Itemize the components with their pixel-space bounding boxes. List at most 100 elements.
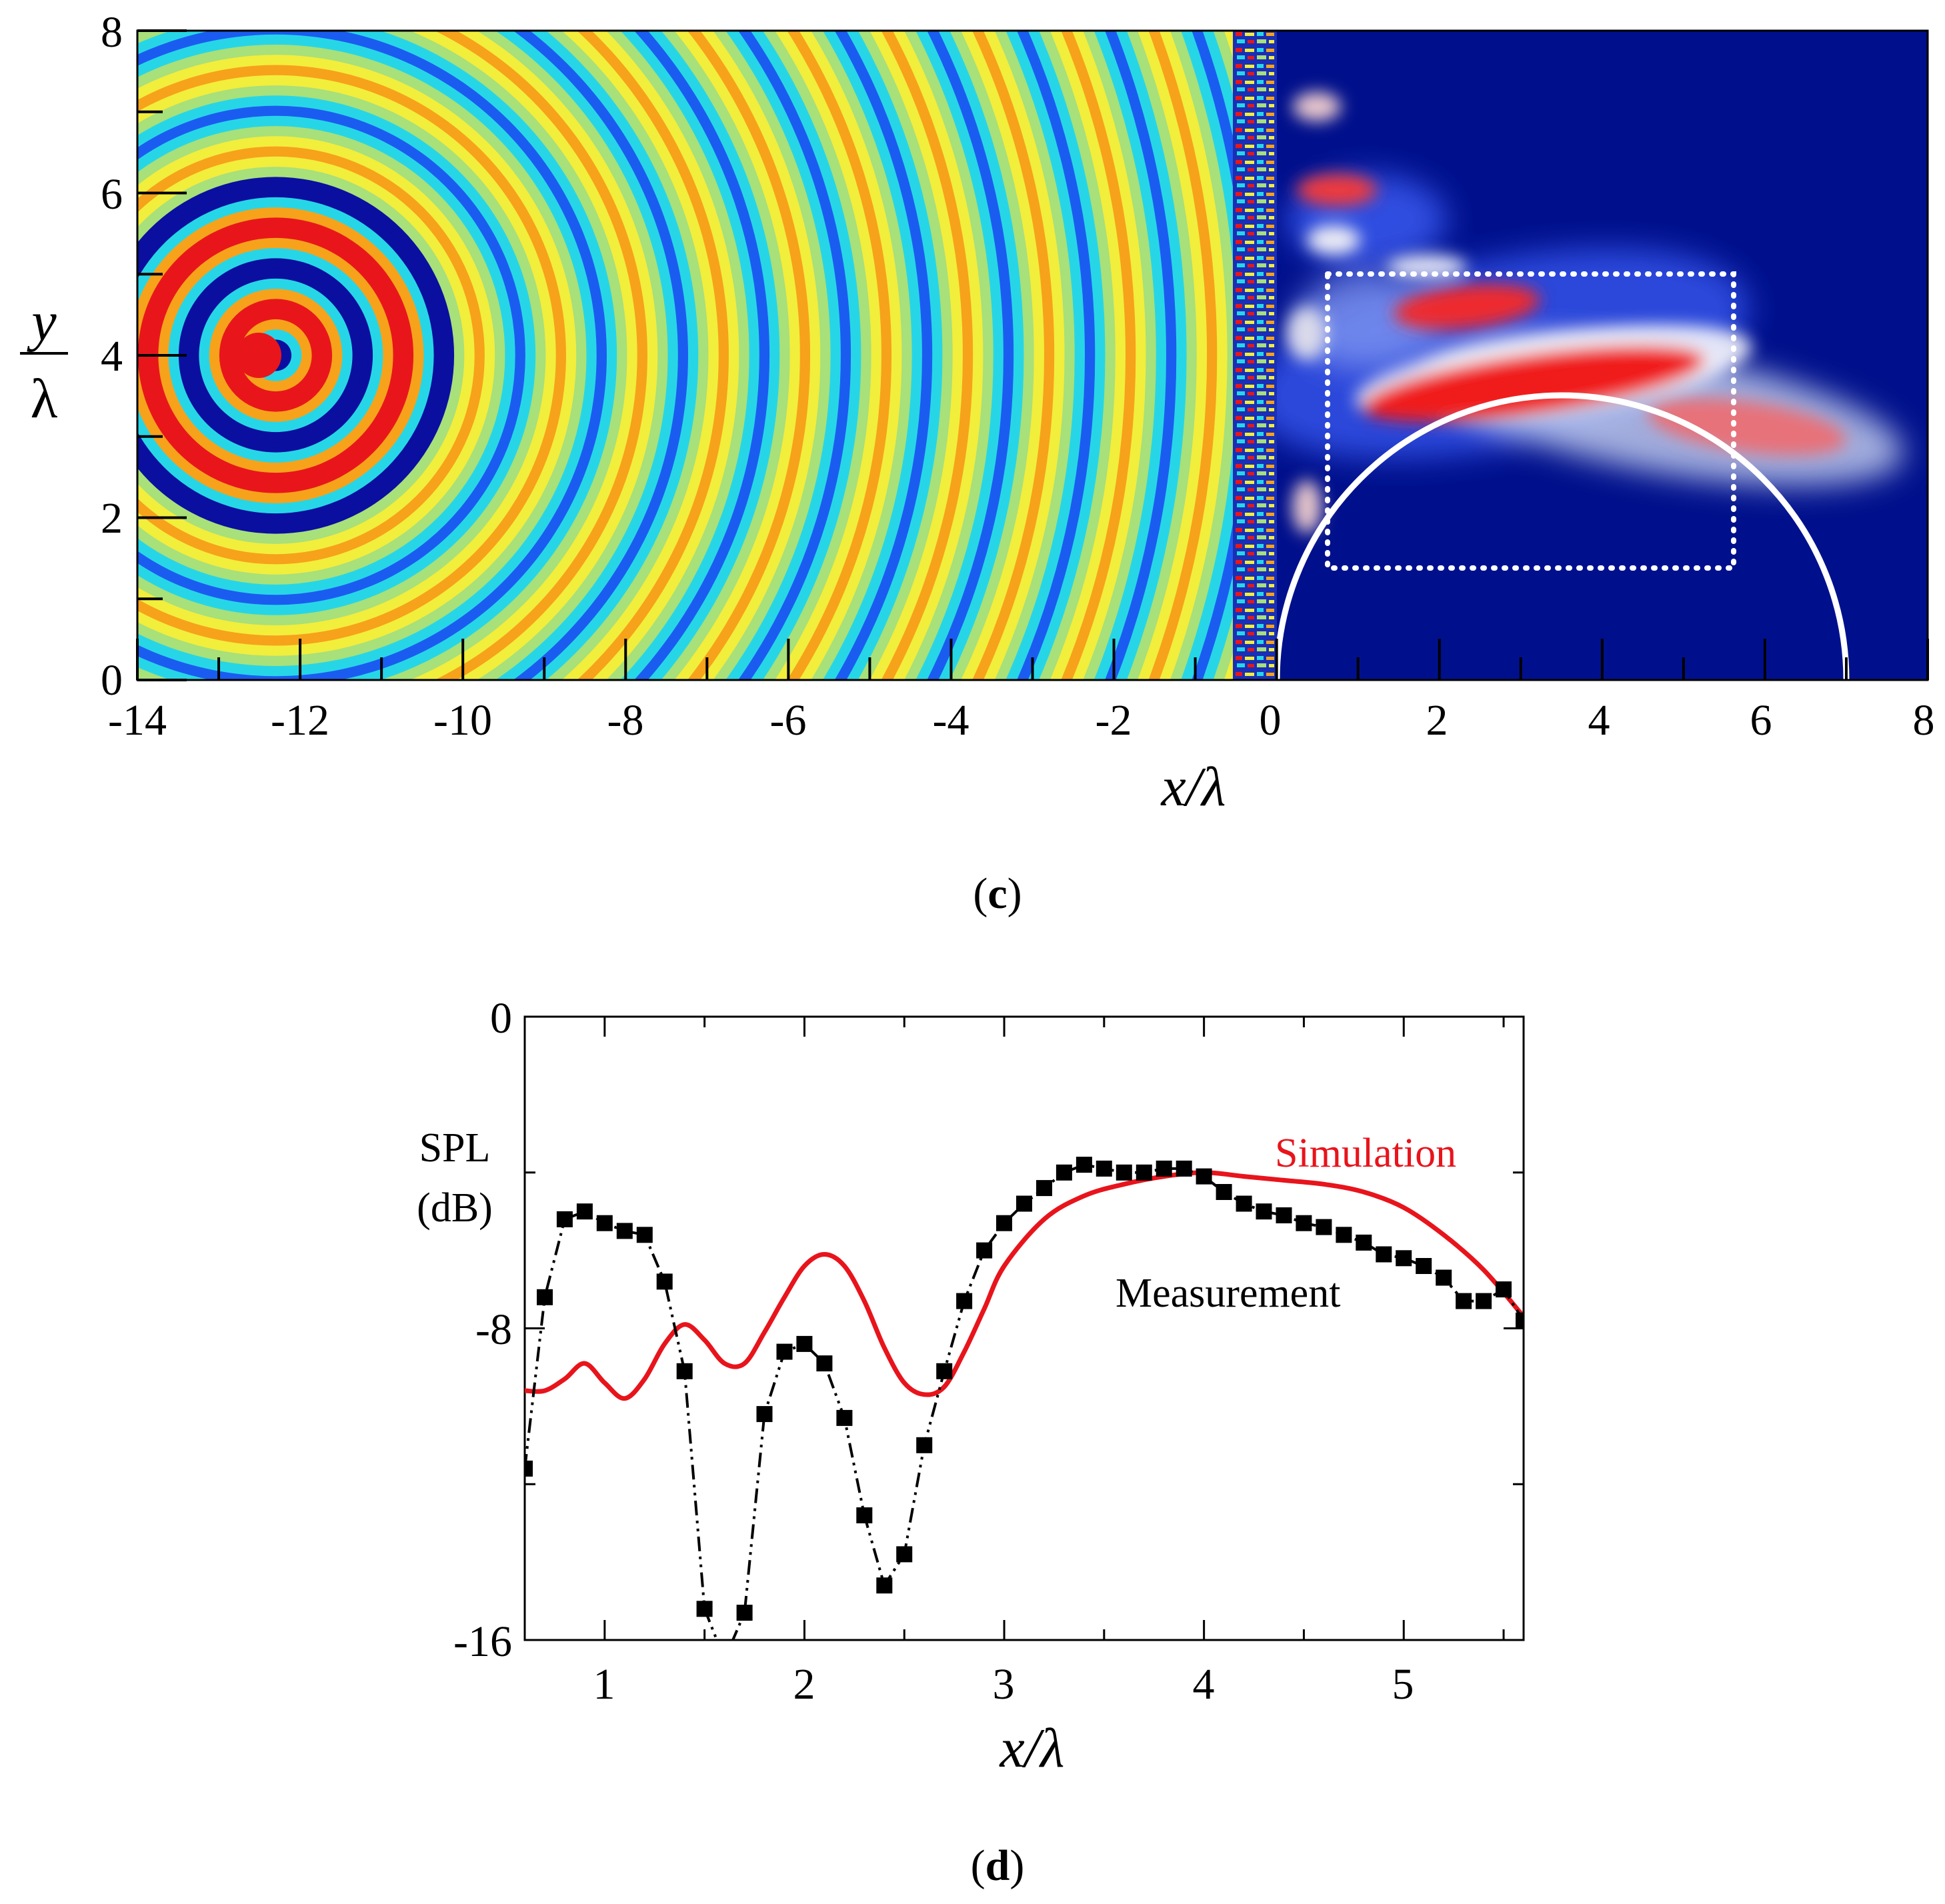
x-tick-label: 4 bbox=[1588, 696, 1610, 745]
measurement-point bbox=[836, 1409, 853, 1426]
x-tick-label: 5 bbox=[1392, 1660, 1414, 1709]
measurement-point bbox=[1116, 1164, 1132, 1181]
y-axis-title-line1: SPL bbox=[419, 1125, 491, 1171]
panel-d: 0 -8 -16 1 2 3 4 5 x/λ SPL (dB) Simulati… bbox=[417, 994, 1525, 1890]
x-tick-label: 2 bbox=[793, 1660, 815, 1709]
measurement-point bbox=[1196, 1168, 1212, 1185]
measurement-point bbox=[1416, 1258, 1432, 1274]
measurement-point bbox=[525, 1460, 533, 1477]
measurement-point bbox=[956, 1293, 973, 1309]
measurement-point bbox=[996, 1215, 1012, 1231]
measurement-markers bbox=[525, 1157, 1524, 1667]
x-tick-label: 8 bbox=[1913, 696, 1935, 745]
y-axis-title-denominator: λ bbox=[31, 368, 58, 430]
measurement-point bbox=[1336, 1227, 1352, 1243]
measurement-point bbox=[1136, 1164, 1152, 1181]
panel-d-label: (d) bbox=[971, 1841, 1025, 1890]
simulation-line bbox=[525, 1170, 1524, 1401]
measurement-point bbox=[656, 1273, 673, 1290]
x-tick-label: 0 bbox=[1260, 696, 1282, 745]
legend-simulation: Simulation bbox=[1275, 1131, 1456, 1176]
panel-d-x-axis-title: x/λ bbox=[998, 1717, 1064, 1779]
intensity-field bbox=[1277, 31, 1928, 680]
panel-c-label: (c) bbox=[973, 869, 1022, 918]
measurement-point bbox=[1456, 1293, 1472, 1309]
y-tick-label: -16 bbox=[453, 1617, 512, 1666]
x-tick-label: -8 bbox=[607, 696, 644, 745]
x-tick-label: 4 bbox=[1193, 1660, 1215, 1709]
panel-d-axes bbox=[525, 1015, 1524, 1641]
y-tick-label: -8 bbox=[475, 1305, 512, 1354]
panel-c-x-axis-title: x/λ bbox=[1160, 756, 1226, 818]
measurement-point bbox=[896, 1546, 913, 1563]
measurement-point bbox=[717, 1651, 733, 1667]
measurement-point bbox=[1176, 1160, 1192, 1177]
x-tick-label: -10 bbox=[433, 696, 492, 745]
measurement-point bbox=[796, 1335, 813, 1352]
measurement-point bbox=[916, 1437, 933, 1453]
measurement-point bbox=[816, 1355, 833, 1372]
measurement-point bbox=[696, 1601, 713, 1617]
panel-d-plot-area bbox=[525, 1157, 1524, 1667]
measurement-point bbox=[1296, 1215, 1312, 1231]
y-axis-title-line2: (dB) bbox=[417, 1185, 493, 1231]
legend-measurement: Measurement bbox=[1116, 1271, 1340, 1316]
y-tick-label: 8 bbox=[101, 8, 123, 57]
measurement-point bbox=[776, 1343, 793, 1360]
x-tick-label: 3 bbox=[993, 1660, 1015, 1709]
focused-beam bbox=[1287, 92, 1846, 533]
measurement-point bbox=[1076, 1157, 1092, 1173]
measurement-point bbox=[1216, 1184, 1232, 1200]
measurement-point bbox=[936, 1363, 953, 1379]
measurement-point bbox=[1496, 1281, 1512, 1298]
x-tick-label: 6 bbox=[1750, 696, 1772, 745]
panel-d-y-tick-labels: 0 -8 -16 bbox=[453, 994, 512, 1666]
panel-d-x-tick-labels: 1 2 3 4 5 bbox=[593, 1660, 1414, 1709]
measurement-point bbox=[1236, 1195, 1252, 1212]
measurement-point bbox=[596, 1215, 613, 1231]
measurement-point bbox=[1436, 1269, 1452, 1286]
measurement-point bbox=[1096, 1160, 1112, 1177]
measurement-point bbox=[1016, 1195, 1032, 1212]
measurement-point bbox=[756, 1406, 773, 1423]
measurement-point bbox=[1256, 1203, 1272, 1220]
measurement-point bbox=[736, 1605, 753, 1621]
reference-arc bbox=[1277, 392, 1850, 680]
measurement-point bbox=[1276, 1207, 1292, 1223]
x-tick-label: 1 bbox=[593, 1660, 615, 1709]
focus-region-box bbox=[1325, 271, 1736, 571]
metasurface bbox=[1233, 31, 1277, 680]
pressure-field bbox=[137, 31, 1237, 680]
y-tick-label: 4 bbox=[101, 332, 123, 381]
panel-c-axes bbox=[136, 29, 1929, 681]
panel-c-y-tick-labels: 0 2 4 6 8 bbox=[101, 8, 123, 705]
point-source bbox=[236, 333, 281, 378]
measurement-point bbox=[636, 1227, 653, 1243]
x-tick-label: -12 bbox=[271, 696, 329, 745]
y-tick-label: 6 bbox=[101, 170, 123, 219]
wavefronts bbox=[137, 31, 1237, 680]
measurement-point bbox=[1396, 1250, 1412, 1267]
measurement-point bbox=[1376, 1246, 1392, 1263]
measurement-point bbox=[856, 1507, 873, 1523]
x-tick-label: -14 bbox=[108, 696, 167, 745]
measurement-point bbox=[1356, 1234, 1372, 1251]
measurement-point bbox=[1156, 1160, 1172, 1177]
measurement-point bbox=[537, 1289, 553, 1305]
measurement-point bbox=[576, 1203, 593, 1220]
panel-c-y-axis-title: y λ bbox=[20, 291, 68, 430]
measurement-point bbox=[1476, 1293, 1492, 1309]
measurement-point bbox=[976, 1242, 993, 1259]
x-tick-label: -2 bbox=[1096, 696, 1132, 745]
measurement-point bbox=[1316, 1219, 1332, 1235]
panel-c: -14 -12 -10 -8 -6 -4 -2 0 2 4 6 8 0 2 4 … bbox=[20, 8, 1935, 918]
y-tick-label: 0 bbox=[101, 656, 123, 705]
measurement-point bbox=[1056, 1164, 1072, 1181]
measurement-point bbox=[616, 1223, 633, 1239]
x-tick-label: -6 bbox=[770, 696, 807, 745]
panel-c-x-tick-labels: -14 -12 -10 -8 -6 -4 -2 0 2 4 6 8 bbox=[108, 696, 1934, 745]
y-tick-label: 2 bbox=[101, 494, 123, 543]
x-tick-label: -4 bbox=[933, 696, 969, 745]
y-axis-title-numerator: y bbox=[26, 291, 57, 353]
